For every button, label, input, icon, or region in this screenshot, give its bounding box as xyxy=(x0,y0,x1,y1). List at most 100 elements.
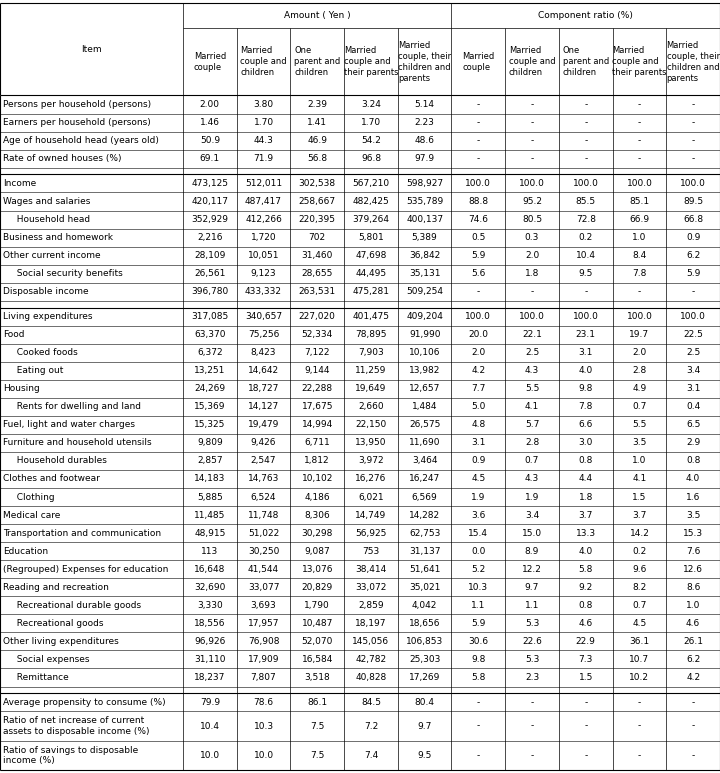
Text: 13,950: 13,950 xyxy=(355,438,387,448)
Text: 19,649: 19,649 xyxy=(355,384,387,393)
Text: 10.3: 10.3 xyxy=(468,583,488,592)
Text: -: - xyxy=(691,100,695,109)
Text: 26.1: 26.1 xyxy=(683,637,703,646)
Text: -: - xyxy=(531,100,534,109)
Text: 2.39: 2.39 xyxy=(307,100,328,109)
Text: 71.9: 71.9 xyxy=(253,154,274,163)
Text: 41,544: 41,544 xyxy=(248,565,279,574)
Text: 84.5: 84.5 xyxy=(361,698,381,707)
Text: 3,693: 3,693 xyxy=(251,601,276,610)
Text: 1.9: 1.9 xyxy=(525,492,539,502)
Text: -: - xyxy=(477,154,480,163)
Text: Other current income: Other current income xyxy=(3,251,101,261)
Text: 1,812: 1,812 xyxy=(305,456,330,465)
Text: 1.41: 1.41 xyxy=(307,118,328,127)
Text: 4.5: 4.5 xyxy=(471,475,485,483)
Text: 302,538: 302,538 xyxy=(299,179,336,188)
Text: 4.6: 4.6 xyxy=(579,619,593,628)
Text: 23.1: 23.1 xyxy=(576,330,595,339)
Text: 4.3: 4.3 xyxy=(525,475,539,483)
Text: 100.0: 100.0 xyxy=(573,179,599,188)
Text: 100.0: 100.0 xyxy=(465,179,491,188)
Text: 5.7: 5.7 xyxy=(525,421,539,429)
Text: -: - xyxy=(584,154,588,163)
Text: 433,332: 433,332 xyxy=(245,288,282,296)
Text: 13,076: 13,076 xyxy=(302,565,333,574)
Text: 2.00: 2.00 xyxy=(200,100,220,109)
Text: 100.0: 100.0 xyxy=(680,312,706,321)
Text: 317,085: 317,085 xyxy=(192,312,228,321)
Text: 0.9: 0.9 xyxy=(686,233,701,242)
Text: Fuel, light and water charges: Fuel, light and water charges xyxy=(3,421,135,429)
Text: 14,994: 14,994 xyxy=(302,421,333,429)
Text: Recreational goods: Recreational goods xyxy=(11,619,104,628)
Text: 36.1: 36.1 xyxy=(629,637,649,646)
Text: 220,395: 220,395 xyxy=(299,215,336,224)
Text: 31,137: 31,137 xyxy=(409,547,441,556)
Text: -: - xyxy=(691,288,695,296)
Text: 3.5: 3.5 xyxy=(686,511,701,519)
Text: 33,077: 33,077 xyxy=(248,583,279,592)
Text: 7.2: 7.2 xyxy=(364,721,378,730)
Text: 80.4: 80.4 xyxy=(415,698,435,707)
Text: 22.5: 22.5 xyxy=(683,330,703,339)
Text: 9.5: 9.5 xyxy=(418,751,432,760)
Text: 100.0: 100.0 xyxy=(519,312,545,321)
Text: 512,011: 512,011 xyxy=(245,179,282,188)
Text: 8.2: 8.2 xyxy=(632,583,647,592)
Text: Rate of owned houses (%): Rate of owned houses (%) xyxy=(3,154,122,163)
Text: 56.8: 56.8 xyxy=(307,154,328,163)
Text: 4.6: 4.6 xyxy=(686,619,701,628)
Text: 0.9: 0.9 xyxy=(471,456,485,465)
Text: 7.3: 7.3 xyxy=(579,655,593,664)
Text: Married
couple, their
children and
parents: Married couple, their children and paren… xyxy=(667,40,720,83)
Text: Ratio of savings to disposable
income (%): Ratio of savings to disposable income (%… xyxy=(3,746,138,765)
Text: 20.0: 20.0 xyxy=(468,330,488,339)
Text: 509,254: 509,254 xyxy=(406,288,443,296)
Text: 4.0: 4.0 xyxy=(579,547,593,556)
Text: 5.0: 5.0 xyxy=(471,402,485,411)
Text: 6,569: 6,569 xyxy=(412,492,438,502)
Text: 26,561: 26,561 xyxy=(194,269,225,278)
Text: 409,204: 409,204 xyxy=(406,312,443,321)
Text: 4.0: 4.0 xyxy=(686,475,701,483)
Text: 227,020: 227,020 xyxy=(299,312,336,321)
Text: 8,423: 8,423 xyxy=(251,348,276,357)
Text: 25,303: 25,303 xyxy=(409,655,441,664)
Text: 10.0: 10.0 xyxy=(253,751,274,760)
Text: 3.7: 3.7 xyxy=(632,511,647,519)
Text: 0.5: 0.5 xyxy=(471,233,485,242)
Text: 80.5: 80.5 xyxy=(522,215,542,224)
Text: 9.7: 9.7 xyxy=(525,583,539,592)
Text: 89.5: 89.5 xyxy=(683,197,703,206)
Text: 6,711: 6,711 xyxy=(305,438,330,448)
Text: 18,556: 18,556 xyxy=(194,619,225,628)
Text: 9.5: 9.5 xyxy=(579,269,593,278)
Text: 6.2: 6.2 xyxy=(686,655,701,664)
Text: 8.6: 8.6 xyxy=(686,583,701,592)
Text: 7.8: 7.8 xyxy=(579,402,593,411)
Text: 85.5: 85.5 xyxy=(576,197,596,206)
Text: 14,749: 14,749 xyxy=(356,511,387,519)
Text: 7,903: 7,903 xyxy=(358,348,384,357)
Text: 7,122: 7,122 xyxy=(305,348,330,357)
Text: 12.6: 12.6 xyxy=(683,565,703,574)
Text: 22,288: 22,288 xyxy=(302,384,333,393)
Text: 2.0: 2.0 xyxy=(632,348,647,357)
Text: 2.9: 2.9 xyxy=(686,438,701,448)
Text: -: - xyxy=(691,698,695,707)
Text: 1.70: 1.70 xyxy=(361,118,381,127)
Text: 4.4: 4.4 xyxy=(579,475,593,483)
Text: 420,117: 420,117 xyxy=(192,197,228,206)
Text: -: - xyxy=(638,154,641,163)
Text: Amount ( Yen ): Amount ( Yen ) xyxy=(284,11,351,20)
Text: 100.0: 100.0 xyxy=(465,312,491,321)
Text: 35,021: 35,021 xyxy=(409,583,441,592)
Text: 15,369: 15,369 xyxy=(194,402,225,411)
Text: 9.8: 9.8 xyxy=(471,655,485,664)
Text: -: - xyxy=(691,721,695,730)
Text: Married
couple, their
children and
parents: Married couple, their children and paren… xyxy=(398,40,451,83)
Text: 17,909: 17,909 xyxy=(248,655,279,664)
Text: 17,957: 17,957 xyxy=(248,619,279,628)
Text: 5.6: 5.6 xyxy=(471,269,485,278)
